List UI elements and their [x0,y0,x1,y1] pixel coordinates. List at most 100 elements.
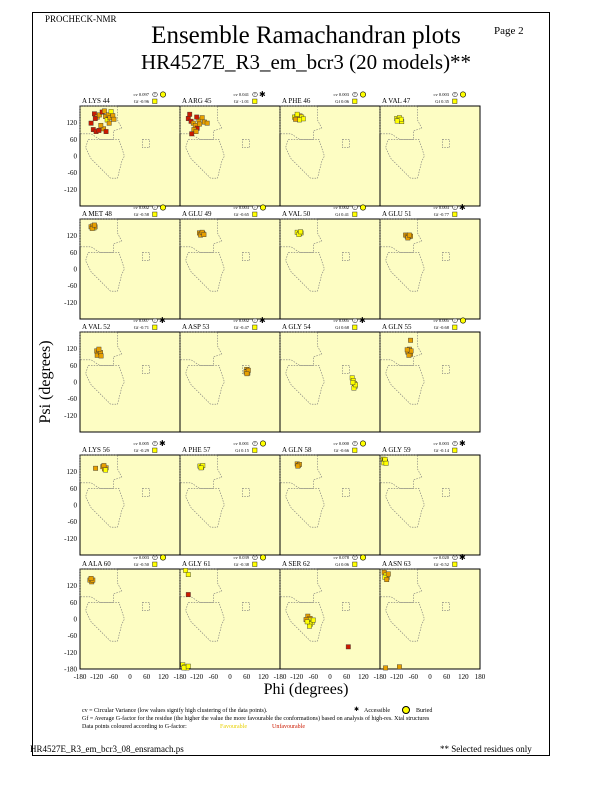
cv-marker-glyph: ? [454,93,456,97]
y-tick-label: 0 [74,616,78,624]
cv-marker [252,440,258,447]
gf-swatch [352,211,358,217]
x-tick-label: 60 [343,673,351,681]
y-tick-label: -120 [64,412,77,420]
x-tick-label: 0 [428,673,432,681]
y-tick-label: 60 [70,362,78,370]
residue-label: A MET 48 [82,210,112,218]
allowed-region-outline [179,218,223,253]
allowed-region-outline [242,139,250,148]
data-point [385,571,391,577]
plot-panel [79,105,181,207]
buried-icon [359,91,366,98]
gf-swatch [352,447,358,453]
plot-panel [379,568,481,670]
gf-value: Gf 0.41 [335,212,349,217]
data-point [198,465,204,471]
allowed-region-outline [285,487,325,528]
data-point [88,120,94,126]
data-point [98,122,104,128]
x-tick-label: -120 [90,673,103,681]
data-point [88,576,94,581]
allowed-region-outline [79,568,123,603]
allowed-region-outline [185,601,225,642]
x-tick-label: -120 [390,673,403,681]
accessible-icon: ✱ [459,553,466,562]
x-tick-label: -60 [109,673,119,681]
cv-value: cv 0.001 [234,441,250,446]
cv-value: cv 0.005 [334,318,350,323]
gf-swatch [152,561,158,567]
y-tick-label: -120 [64,535,77,543]
gf-swatch [452,561,458,567]
allowed-region-outline [442,252,450,262]
x-tick-label: 180 [475,673,486,681]
program-label: PROCHECK-NMR [45,14,117,24]
cv-marker-glyph: ? [154,442,156,446]
cv-marker-glyph: ? [254,93,256,97]
x-tick-label: 0 [128,673,132,681]
allowed-region-outline [342,252,350,262]
data-point [91,111,97,117]
cv-value: cv 0.039 [234,555,250,560]
y-tick-label: 60 [70,485,78,493]
cv-marker [452,91,458,98]
gf-value: Gf 0.15 [235,448,249,453]
plot-panel [179,105,281,207]
cv-marker [252,91,258,98]
data-point [350,380,356,385]
y-tick-label: -120 [64,299,77,307]
data-point [93,465,99,471]
unfavourable-label: Unfavourable [272,724,305,730]
accessible-icon: ✱ [259,90,266,99]
allowed-region-outline [385,364,425,405]
data-point [383,460,389,466]
data-point [310,617,316,623]
plot-panel [79,331,181,433]
cv-marker-glyph: ? [354,206,356,210]
allowed-region-outline [385,487,425,528]
allowed-region-outline [79,218,123,253]
plot-panel [179,454,281,556]
allowed-region-outline [142,487,150,498]
gf-swatch [152,211,158,217]
gf-value: Gf -0.66 [334,448,350,453]
allowed-region-outline [342,487,350,498]
cv-marker-glyph: ? [154,556,156,560]
buried-icon [459,317,466,324]
accessible-icon: ✱ [459,203,466,212]
residue-label: A GLN 58 [282,446,312,454]
data-point [408,337,413,343]
plot-panel [379,454,481,556]
cv-value: cv 0.003 [434,205,450,210]
y-tick-label: 0 [74,379,78,387]
x-tick-label: 120 [458,673,469,681]
plot-panel [279,454,381,556]
data-point [295,463,301,469]
y-tick-label: 120 [67,345,78,353]
residue-label: A GLY 54 [282,323,311,331]
plot-panel [79,454,181,556]
gf-swatch [152,98,158,104]
data-point [394,118,400,124]
residue-label: A ARG 45 [182,97,212,105]
allowed-region-outline [179,454,223,489]
cv-value: cv 0.002 [334,205,350,210]
allowed-region-outline [342,139,350,148]
residue-label: A VAL 52 [82,323,111,331]
allowed-region-outline [379,331,423,366]
gf-swatch [252,211,258,217]
allowed-region-outline [185,252,225,292]
y-tick-label: -60 [68,282,78,290]
plot-panel [279,568,381,670]
page-subtitle: HR4527E_R3_em_bcr3 (20 models)** [140,50,472,74]
accessible-icon: ✱ [259,316,266,325]
cv-marker [452,204,458,211]
cv-marker [352,91,358,98]
cv-marker [152,317,158,324]
allowed-region-outline [342,601,350,612]
residue-label: A GLU 49 [182,210,212,218]
data-point [181,665,187,671]
y-tick-label: 120 [67,468,78,476]
